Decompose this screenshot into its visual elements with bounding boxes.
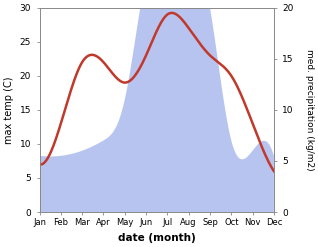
- Y-axis label: med. precipitation (kg/m2): med. precipitation (kg/m2): [305, 49, 314, 171]
- Y-axis label: max temp (C): max temp (C): [4, 76, 14, 144]
- X-axis label: date (month): date (month): [118, 233, 196, 243]
